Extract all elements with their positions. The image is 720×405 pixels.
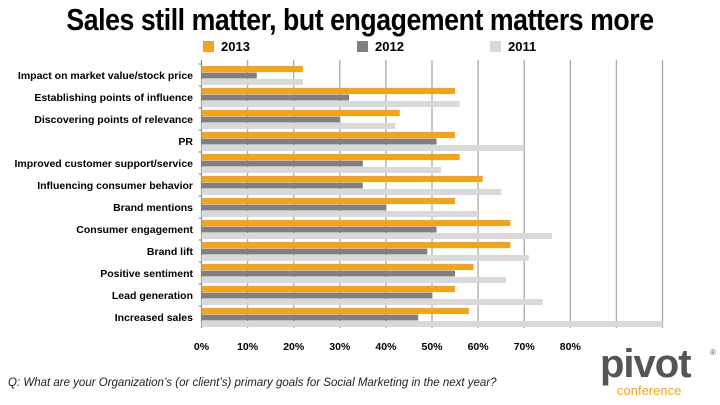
bar-2012: [201, 94, 350, 101]
bar-2013: [201, 66, 303, 72]
bar-2013: [201, 308, 469, 314]
bar-2013: [201, 198, 456, 204]
x-tick-label: 70%: [514, 341, 536, 353]
bar-2013: [201, 220, 511, 226]
bar-2012: [201, 314, 419, 321]
legend-label: 2011: [508, 39, 536, 54]
bar-2013: [201, 264, 474, 270]
category-label: Improved customer support/service: [14, 158, 193, 170]
bar-2011: [201, 299, 543, 305]
bar-2012: [201, 204, 386, 211]
x-tick-label: 50%: [421, 341, 443, 353]
legend-swatch: [490, 41, 501, 52]
category-label: Establishing points of influence: [34, 92, 193, 104]
legend-swatch: [357, 41, 368, 52]
bar-2013: [201, 110, 400, 116]
bar-2011: [201, 145, 525, 151]
bar-2012: [201, 116, 340, 123]
bar-2012: [201, 292, 432, 299]
bar-2013: [201, 286, 456, 292]
x-tick-label: 60%: [468, 341, 490, 353]
category-label: Impact on market value/stock price: [18, 70, 193, 82]
bar-2011: [201, 167, 442, 173]
logo-sub: conference: [617, 383, 682, 398]
bar-2013: [201, 176, 483, 182]
bar-2011: [201, 211, 479, 217]
bar-2012: [201, 248, 428, 255]
category-label: Increased sales: [115, 312, 193, 324]
legend-swatch: [203, 41, 214, 52]
category-label: Discovering points of relevance: [34, 114, 193, 126]
x-tick-label: 10%: [237, 341, 259, 353]
bar-2012: [201, 270, 456, 277]
bar-2012: [201, 226, 437, 233]
category-label: Influencing consumer behavior: [37, 180, 193, 192]
legend-label: 2012: [375, 39, 404, 54]
x-tick-label: 80%: [560, 341, 582, 353]
bar-2013: [201, 88, 456, 94]
logo-registered: ®: [710, 348, 716, 357]
category-label: Brand mentions: [113, 202, 193, 214]
legend-label: 2013: [221, 39, 250, 54]
pivot-conference-logo: pivot ® conference: [600, 342, 718, 400]
bar-2013: [201, 132, 456, 138]
x-tick-label: 0%: [194, 341, 210, 353]
chart-title: Sales still matter, but engagement matte…: [66, 2, 654, 37]
category-label: Consumer engagement: [76, 224, 193, 236]
category-label: Brand lift: [147, 246, 194, 258]
bar-2011: [201, 255, 529, 261]
bar-2011: [201, 189, 502, 195]
bar-2011: [201, 277, 506, 283]
bar-2011: [201, 79, 303, 85]
bar-2012: [201, 182, 363, 189]
bar-2011: [201, 101, 460, 107]
bar-2012: [201, 138, 437, 145]
bar-2011: [201, 233, 552, 239]
bar-2013: [201, 242, 511, 248]
x-tick-label: 30%: [329, 341, 351, 353]
x-tick-label: 40%: [375, 341, 397, 353]
survey-question: Q: What are your Organization’s (or clie…: [8, 377, 497, 389]
x-tick-label: 20%: [283, 341, 305, 353]
bar-2011: [201, 321, 663, 327]
category-label: PR: [178, 136, 193, 148]
category-label: Positive sentiment: [100, 268, 193, 280]
bar-2012: [201, 160, 363, 167]
logo-word: pivot: [600, 342, 692, 386]
bar-chart: Impact on market value/stock price Establ…: [14, 39, 664, 353]
category-label: Lead generation: [112, 290, 193, 302]
bar-2011: [201, 123, 396, 129]
bar-2012: [201, 72, 257, 79]
bar-2013: [201, 154, 460, 160]
